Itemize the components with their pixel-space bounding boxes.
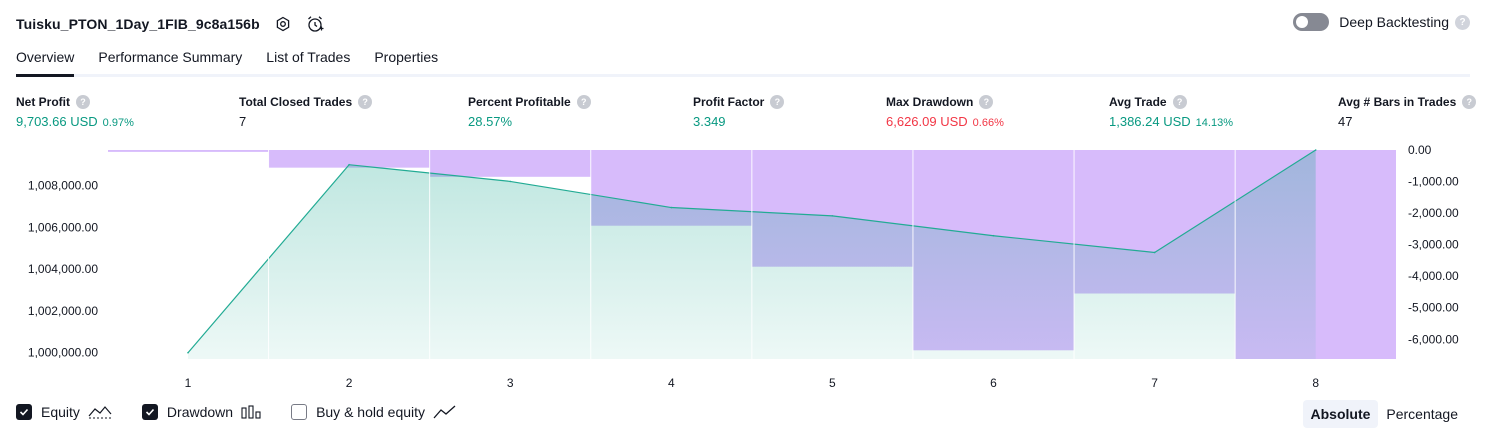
metric-avg-trade: Avg Trade? 1,386.24 USD 14.13% [1109, 94, 1233, 129]
info-icon[interactable]: ? [979, 95, 994, 109]
metric-value: 1,386.24 USD [1109, 114, 1191, 129]
right-axis-tick-label: -4,000.00 [1408, 269, 1459, 283]
deep-backtesting-toggle[interactable] [1293, 13, 1330, 31]
right-axis-tick-label: -5,000.00 [1408, 301, 1459, 315]
left-axis-tick-label: 1,000,000.00 [28, 346, 98, 360]
x-axis-tick-label: 4 [668, 376, 675, 390]
metric-value: 6,626.09 USD [886, 114, 968, 129]
deep-backtesting: Deep Backtesting ? [1293, 13, 1470, 31]
buy-hold-checkbox[interactable] [291, 404, 308, 420]
settings-icon[interactable] [272, 13, 294, 35]
help-icon[interactable]: ? [1455, 14, 1470, 30]
drawdown-checkbox[interactable] [141, 404, 158, 420]
equity-point [348, 163, 350, 166]
scale-switch: Absolute Percentage [1302, 400, 1467, 428]
x-axis-tick-label: 1 [185, 376, 192, 390]
right-axis-tick-label: -3,000.00 [1408, 238, 1459, 252]
tab-properties[interactable]: Properties [374, 49, 439, 65]
x-axis-labels: 1 2 3 4 5 6 7 8 [185, 376, 1320, 390]
metric-label: Percent Profitable [468, 95, 571, 109]
absolute-button[interactable]: Absolute [1302, 400, 1379, 428]
left-axis-tick-label: 1,004,000.00 [28, 262, 98, 276]
equity-point [1153, 251, 1156, 254]
drawdown-bar [108, 150, 269, 152]
left-axis-labels: 1,000,000.00 1,002,000.00 1,004,000.00 1,00… [28, 179, 98, 360]
left-axis-tick-label: 1,008,000.00 [28, 179, 98, 193]
x-axis-tick-label: 3 [507, 376, 514, 390]
right-axis-tick-label: 0.00 [1408, 143, 1432, 157]
x-axis-tick-label: 6 [990, 376, 997, 390]
metric-total-closed-trades: Total Closed Trades? 7 [239, 94, 373, 129]
left-axis-tick-label: 1,006,000.00 [28, 220, 98, 234]
equity-series-icon [88, 405, 112, 419]
chart-legend: Equity Drawdown Buy & hold equity [16, 404, 487, 420]
drawdown-bar [429, 150, 591, 177]
strategy-header: Tuisku_PTON_1Day_1FIB_9c8a156b [16, 12, 326, 36]
right-axis-tick-label: -1,000.00 [1408, 175, 1459, 189]
buy-hold-line-icon [433, 405, 457, 419]
metric-value: 47 [1338, 114, 1353, 129]
x-axis-tick-label: 7 [1151, 376, 1158, 390]
equity-point [1314, 149, 1317, 151]
equity-point [831, 215, 834, 217]
info-icon[interactable]: ? [76, 95, 90, 109]
metric-label: Avg # Bars in Trades [1338, 95, 1457, 109]
left-axis-tick-label: 1,002,000.00 [28, 304, 98, 318]
equity-checkbox[interactable] [16, 404, 32, 420]
alarm-clock-icon[interactable] [304, 13, 326, 35]
tab-performance-summary[interactable]: Performance Summary [98, 49, 243, 65]
deep-backtesting-label: Deep Backtesting [1339, 14, 1449, 30]
x-axis-tick-label: 8 [1312, 376, 1319, 390]
right-axis-tick-label: -2,000.00 [1408, 206, 1459, 220]
info-icon[interactable]: ? [1172, 95, 1187, 109]
equity-label: Equity [41, 404, 80, 420]
metric-net-profit: Net Profit? 9,703.66 USD 0.97% [16, 94, 134, 129]
drawdown-bars-icon [241, 405, 261, 419]
metric-avg-bars-in-trades: Avg # Bars in Trades? 47 [1338, 94, 1477, 129]
metric-label: Avg Trade [1109, 95, 1167, 109]
equity-point [670, 206, 673, 209]
legend-drawdown[interactable]: Drawdown [141, 404, 261, 420]
buy-hold-label: Buy & hold equity [316, 404, 426, 420]
metric-percent: 0.66% [972, 117, 1004, 129]
x-axis-tick-label: 2 [346, 376, 353, 390]
metric-value: 9,703.66 USD [16, 114, 98, 129]
legend-buy-hold[interactable]: Buy & hold equity [291, 404, 457, 420]
tab-overview[interactable]: Overview [16, 44, 75, 77]
tab-bar: Overview Performance Summary List of Tra… [16, 44, 1470, 77]
info-icon[interactable]: ? [358, 95, 373, 109]
metric-label: Net Profit [16, 95, 70, 109]
metric-label: Profit Factor [693, 95, 765, 109]
metric-value: 3.349 [693, 114, 726, 129]
metric-value: 7 [239, 114, 247, 129]
equity-point [187, 351, 189, 354]
right-axis-labels: 0.00 -1,000.00 -2,000.00 -3,000.00 -4,000.00… [1408, 143, 1459, 346]
info-icon[interactable]: ? [1462, 95, 1477, 109]
percentage-button[interactable]: Percentage [1386, 406, 1458, 422]
metric-label: Max Drawdown [886, 95, 974, 109]
metric-percent: 14.13% [1195, 117, 1233, 129]
metric-percent: 0.97% [102, 117, 134, 129]
metric-profit-factor: Profit Factor? 3.349 [693, 94, 785, 129]
bar-separators [268, 150, 1236, 359]
right-axis-tick-label: -6,000.00 [1408, 332, 1459, 346]
metric-value: 28.57% [468, 114, 513, 129]
x-axis-tick-label: 5 [829, 376, 836, 390]
equity-point [992, 234, 995, 237]
drawdown-bar [268, 150, 430, 168]
strategy-name: Tuisku_PTON_1Day_1FIB_9c8a156b [16, 16, 260, 32]
metric-percent-profitable: Percent Profitable? 28.57% [468, 94, 591, 129]
metric-label: Total Closed Trades [239, 95, 353, 109]
legend-equity[interactable]: Equity [16, 404, 112, 420]
tab-list-of-trades[interactable]: List of Trades [266, 49, 351, 65]
equity-point [509, 180, 512, 183]
drawdown-label: Drawdown [166, 404, 234, 420]
metric-max-drawdown: Max Drawdown? 6,626.09 USD 0.66% [886, 94, 1004, 129]
info-icon[interactable]: ? [770, 95, 785, 109]
info-icon[interactable]: ? [576, 95, 591, 109]
equity-drawdown-chart: 1,000,000.00 1,002,000.00 1,004,000.00 1,00… [28, 143, 1459, 390]
